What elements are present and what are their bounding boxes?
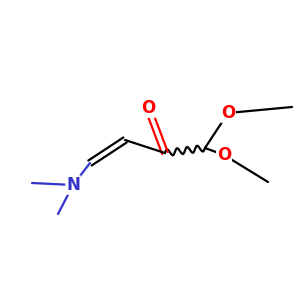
Text: O: O: [221, 104, 235, 122]
Text: O: O: [217, 146, 231, 164]
Text: O: O: [141, 99, 155, 117]
Text: N: N: [66, 176, 80, 194]
